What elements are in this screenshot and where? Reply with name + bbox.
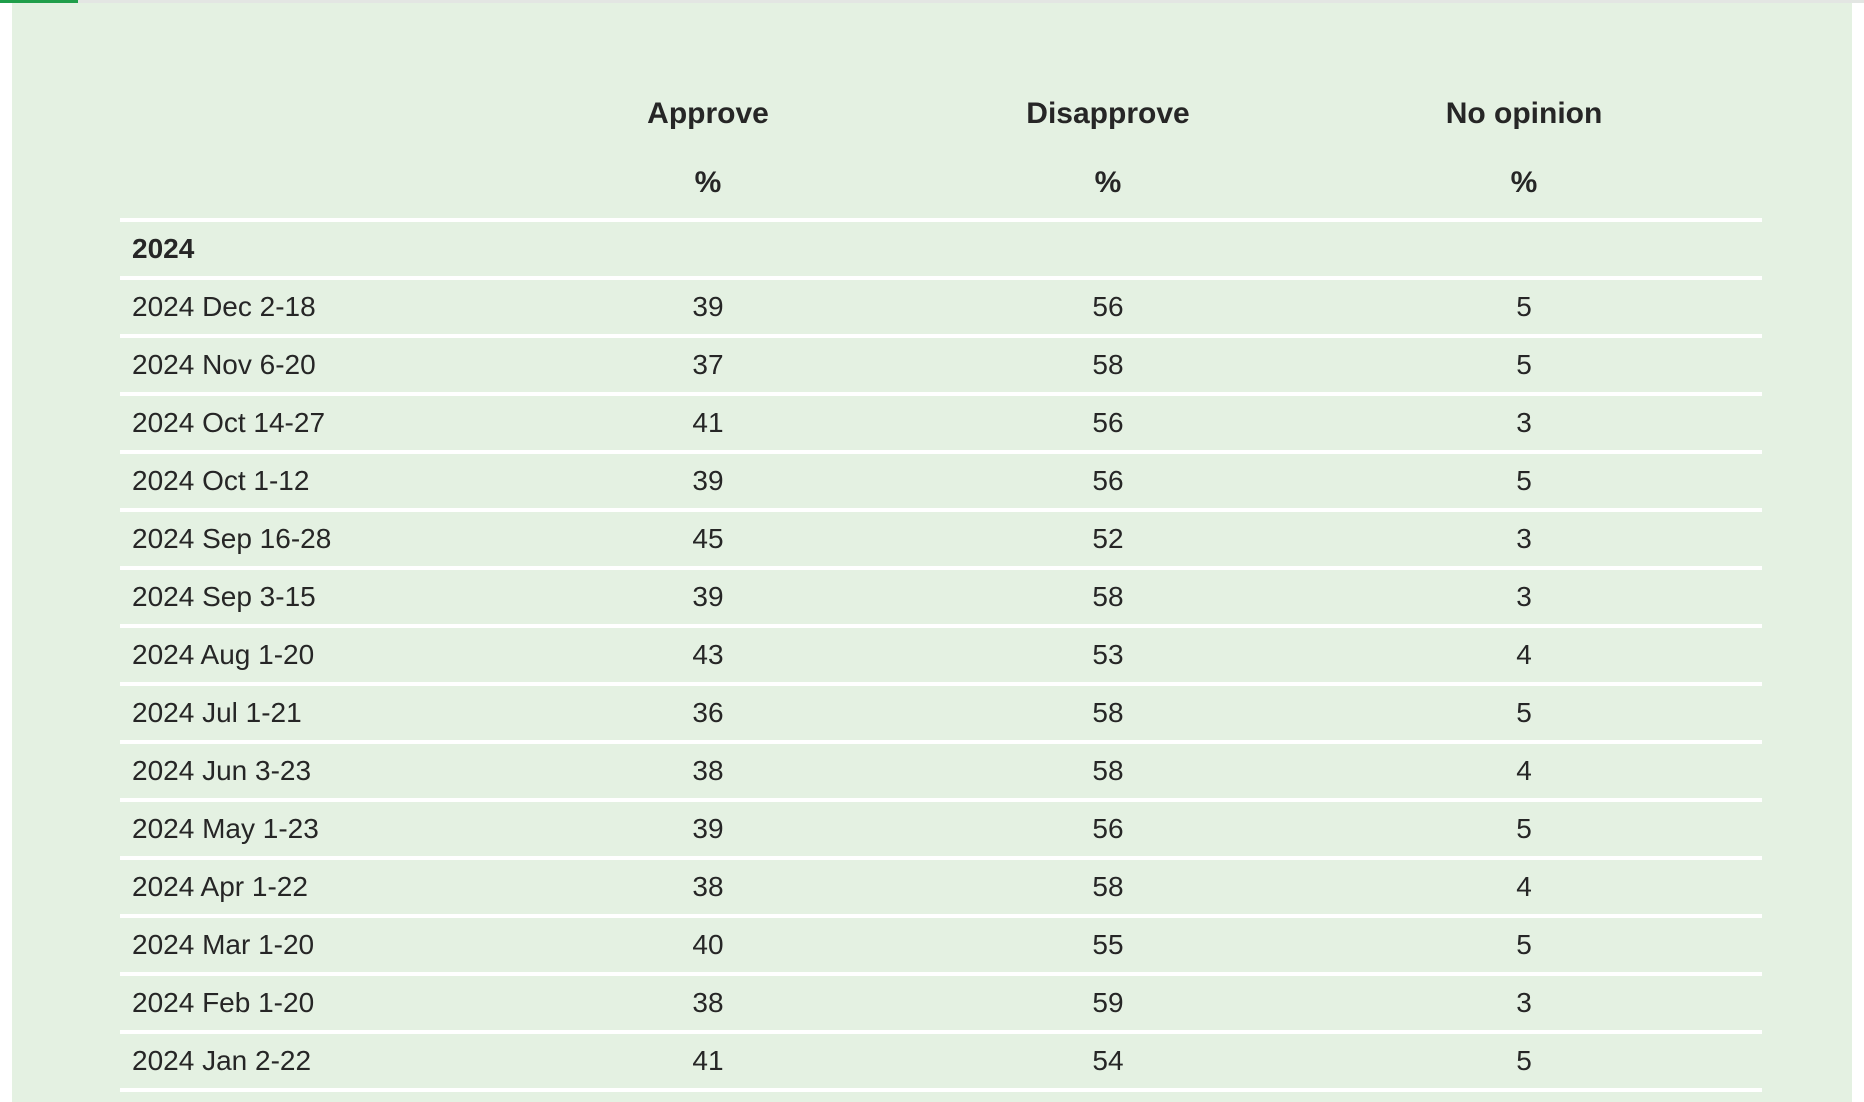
header-label-column bbox=[120, 80, 486, 148]
table-row: 2024 Jan 2-22 41 54 5 bbox=[120, 1032, 1762, 1092]
row-disapprove-value: 58 bbox=[930, 336, 1286, 396]
table-row: 2024 Jul 1-21 36 58 5 bbox=[120, 684, 1762, 744]
row-approve-value: 39 bbox=[486, 278, 930, 338]
group-empty-cell bbox=[930, 220, 1286, 280]
row-date: 2024 Sep 3-15 bbox=[120, 568, 486, 628]
row-no-opinion-value: 5 bbox=[1286, 916, 1762, 976]
row-no-opinion-value: 5 bbox=[1286, 684, 1762, 744]
row-disapprove-value: 54 bbox=[930, 1032, 1286, 1092]
table-row: 2024 Aug 1-20 43 53 4 bbox=[120, 626, 1762, 686]
table-row: 2024 Dec 2-18 39 56 5 bbox=[120, 278, 1762, 338]
row-no-opinion-value: 4 bbox=[1286, 858, 1762, 918]
table-row: 2024 Apr 1-22 38 58 4 bbox=[120, 858, 1762, 918]
header-units-row: % % % bbox=[120, 148, 1762, 222]
row-approve-value: 36 bbox=[486, 684, 930, 744]
row-no-opinion-value: 3 bbox=[1286, 510, 1762, 570]
table-row: 2024 Sep 3-15 39 58 3 bbox=[120, 568, 1762, 628]
row-date: 2024 Jan 2-22 bbox=[120, 1032, 486, 1092]
row-date: 2024 May 1-23 bbox=[120, 800, 486, 860]
row-date: 2024 Nov 6-20 bbox=[120, 336, 486, 396]
row-disapprove-value: 58 bbox=[930, 858, 1286, 918]
row-date: 2024 Jul 1-21 bbox=[120, 684, 486, 744]
row-disapprove-value: 58 bbox=[930, 742, 1286, 802]
unit-approve: % bbox=[486, 148, 930, 222]
row-disapprove-value: 55 bbox=[930, 916, 1286, 976]
table-row: 2024 Nov 6-20 37 58 5 bbox=[120, 336, 1762, 396]
row-no-opinion-value: 4 bbox=[1286, 742, 1762, 802]
row-disapprove-value: 56 bbox=[930, 452, 1286, 512]
row-date: 2024 Mar 1-20 bbox=[120, 916, 486, 976]
row-disapprove-value: 53 bbox=[930, 626, 1286, 686]
row-no-opinion-value: 3 bbox=[1286, 974, 1762, 1034]
row-no-opinion-value: 5 bbox=[1286, 800, 1762, 860]
row-approve-value: 38 bbox=[486, 742, 930, 802]
row-date: 2024 Oct 14-27 bbox=[120, 394, 486, 454]
row-approve-value: 38 bbox=[486, 974, 930, 1034]
row-disapprove-value: 52 bbox=[930, 510, 1286, 570]
row-disapprove-value: 56 bbox=[930, 394, 1286, 454]
row-no-opinion-value: 5 bbox=[1286, 452, 1762, 512]
poll-results-table: Approve Disapprove No opinion % % % 2024… bbox=[120, 80, 1762, 1092]
unit-no-opinion: % bbox=[1286, 148, 1762, 222]
row-approve-value: 40 bbox=[486, 916, 930, 976]
row-no-opinion-value: 5 bbox=[1286, 1032, 1762, 1092]
row-date: 2024 Aug 1-20 bbox=[120, 626, 486, 686]
row-no-opinion-value: 5 bbox=[1286, 336, 1762, 396]
row-no-opinion-value: 5 bbox=[1286, 278, 1762, 338]
row-approve-value: 45 bbox=[486, 510, 930, 570]
table-row: 2024 Mar 1-20 40 55 5 bbox=[120, 916, 1762, 976]
row-approve-value: 43 bbox=[486, 626, 930, 686]
header-names-row: Approve Disapprove No opinion bbox=[120, 80, 1762, 148]
row-date: 2024 Sep 16-28 bbox=[120, 510, 486, 570]
row-disapprove-value: 58 bbox=[930, 684, 1286, 744]
table-header: Approve Disapprove No opinion % % % bbox=[120, 80, 1762, 222]
group-empty-cell bbox=[1286, 220, 1762, 280]
table-row: 2024 Feb 1-20 38 59 3 bbox=[120, 974, 1762, 1034]
row-date: 2024 Oct 1-12 bbox=[120, 452, 486, 512]
group-empty-cell bbox=[486, 220, 930, 280]
header-disapprove: Disapprove bbox=[1026, 97, 1190, 130]
row-disapprove-value: 58 bbox=[930, 568, 1286, 628]
unit-label-column bbox=[120, 148, 486, 222]
group-row: 2024 bbox=[120, 220, 1762, 280]
group-label: 2024 bbox=[120, 220, 486, 280]
table-row: 2024 Sep 16-28 45 52 3 bbox=[120, 510, 1762, 570]
table-row: 2024 Jun 3-23 38 58 4 bbox=[120, 742, 1762, 802]
row-disapprove-value: 56 bbox=[930, 800, 1286, 860]
row-disapprove-value: 56 bbox=[930, 278, 1286, 338]
table-row: 2024 Oct 14-27 41 56 3 bbox=[120, 394, 1762, 454]
row-approve-value: 39 bbox=[486, 452, 930, 512]
row-approve-value: 37 bbox=[486, 336, 930, 396]
top-accent-bar bbox=[0, 0, 78, 3]
row-approve-value: 38 bbox=[486, 858, 930, 918]
row-date: 2024 Dec 2-18 bbox=[120, 278, 486, 338]
table-body: 2024 2024 Dec 2-18 39 56 5 2024 Nov 6-20 37 58… bbox=[120, 220, 1762, 1092]
row-date: 2024 Apr 1-22 bbox=[120, 858, 486, 918]
table-row: 2024 Oct 1-12 39 56 5 bbox=[120, 452, 1762, 512]
row-no-opinion-value: 3 bbox=[1286, 394, 1762, 454]
row-approve-value: 41 bbox=[486, 1032, 930, 1092]
table-row: 2024 May 1-23 39 56 5 bbox=[120, 800, 1762, 860]
header-no-opinion: No opinion bbox=[1445, 97, 1603, 130]
row-approve-value: 39 bbox=[486, 568, 930, 628]
row-date: 2024 Jun 3-23 bbox=[120, 742, 486, 802]
row-disapprove-value: 59 bbox=[930, 974, 1286, 1034]
row-approve-value: 41 bbox=[486, 394, 930, 454]
top-divider bbox=[0, 0, 1864, 3]
row-date: 2024 Feb 1-20 bbox=[120, 974, 486, 1034]
header-approve: Approve bbox=[647, 97, 769, 130]
row-approve-value: 39 bbox=[486, 800, 930, 860]
row-no-opinion-value: 3 bbox=[1286, 568, 1762, 628]
row-no-opinion-value: 4 bbox=[1286, 626, 1762, 686]
unit-disapprove: % bbox=[930, 148, 1286, 222]
